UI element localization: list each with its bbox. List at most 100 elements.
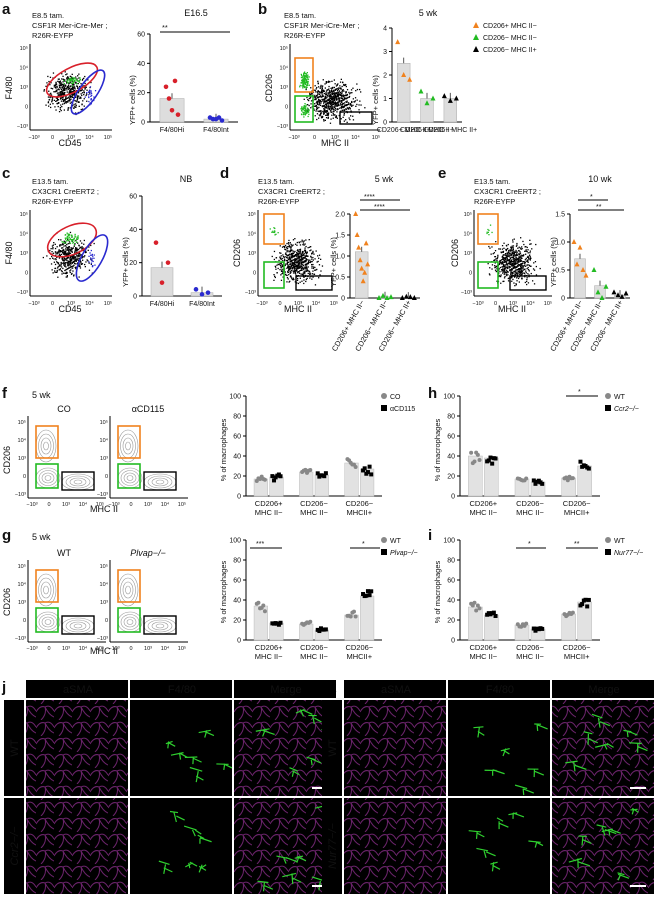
event-dot	[287, 267, 289, 269]
macrophage-stain	[158, 860, 173, 874]
event-dot	[305, 239, 307, 241]
event-dot	[349, 103, 352, 105]
event-dot	[337, 83, 339, 85]
event-dot	[344, 104, 346, 106]
event-dot	[331, 114, 333, 116]
event-dot	[502, 280, 504, 283]
event-dot	[341, 97, 343, 100]
event-dot	[75, 76, 77, 78]
data-point	[477, 457, 482, 462]
event-dot	[314, 269, 316, 271]
y-tick-label: 1.0	[335, 254, 345, 261]
bar	[314, 474, 329, 497]
event-dot	[521, 246, 523, 248]
event-dot	[73, 238, 75, 240]
event-dot	[320, 111, 322, 113]
event-dot	[76, 85, 79, 87]
category-label: F4/80Int	[203, 127, 229, 134]
event-dot	[304, 272, 306, 274]
event-dot	[527, 256, 530, 258]
event-dot	[524, 262, 526, 264]
event-dot	[58, 257, 61, 259]
event-dot	[314, 94, 316, 97]
event-dot	[73, 107, 75, 109]
event-dot	[293, 266, 295, 268]
event-dot	[305, 267, 308, 269]
event-dot	[88, 246, 90, 248]
event-dot	[510, 277, 512, 279]
event-dot	[51, 101, 53, 103]
event-dot	[76, 254, 78, 256]
event-dot	[88, 261, 90, 263]
event-dot	[274, 234, 276, 236]
event-dot	[284, 253, 287, 255]
event-dot	[318, 100, 321, 102]
data-point	[403, 293, 409, 299]
event-dot	[522, 266, 524, 268]
event-dot	[68, 260, 71, 263]
contour-line	[120, 470, 140, 486]
event-dot	[89, 89, 91, 91]
event-dot	[303, 82, 305, 84]
event-dot	[290, 245, 292, 247]
event-dot	[489, 247, 491, 249]
event-dot	[520, 237, 522, 239]
event-dot	[304, 86, 306, 88]
y-tick-label: 2.0	[335, 212, 345, 219]
event-dot	[519, 260, 522, 263]
event-dot	[46, 255, 48, 257]
event-dot	[53, 261, 55, 263]
event-dot	[322, 112, 325, 114]
event-dot	[49, 84, 51, 86]
event-dot	[67, 257, 69, 259]
event-dot	[329, 99, 332, 102]
event-dot	[68, 97, 70, 99]
event-dot	[288, 243, 290, 245]
event-dot	[304, 267, 306, 269]
event-dot	[501, 256, 503, 258]
event-dot	[290, 254, 292, 256]
event-dot	[303, 254, 305, 256]
event-dot	[60, 239, 62, 241]
group-label: CD206+	[255, 499, 283, 508]
event-dot	[296, 258, 298, 260]
legend-g-text-2: Plvap−/−	[390, 550, 418, 557]
event-dot	[282, 259, 284, 262]
event-dot	[59, 254, 61, 256]
event-dot	[72, 81, 74, 83]
f-plot2-title: αCD115	[132, 404, 165, 414]
event-dot	[304, 251, 307, 254]
event-dot	[68, 86, 70, 88]
event-dot	[288, 265, 290, 267]
x-tick-label: 10⁵	[178, 501, 186, 508]
event-dot	[295, 273, 297, 275]
event-dot	[68, 239, 70, 241]
event-dot	[272, 231, 274, 233]
y-tick-label: 40	[447, 598, 455, 605]
event-dot	[494, 269, 497, 271]
event-dot	[50, 87, 52, 89]
y-tick-label: −10³	[15, 636, 26, 642]
event-dot	[510, 268, 513, 270]
event-dot	[67, 246, 69, 249]
event-dot	[503, 254, 505, 256]
event-dot	[356, 103, 358, 106]
event-dot	[520, 256, 522, 258]
muscle-stain	[234, 798, 336, 894]
event-dot	[305, 87, 307, 90]
event-dot	[87, 249, 89, 251]
event-dot	[70, 255, 72, 258]
event-dot	[54, 263, 57, 266]
event-dot	[47, 96, 50, 98]
contour-line	[65, 475, 91, 489]
event-dot	[286, 259, 289, 262]
event-dot	[53, 242, 55, 244]
event-dot	[281, 263, 283, 266]
event-dot	[336, 95, 338, 97]
event-dot	[296, 279, 299, 281]
contour-line	[123, 616, 137, 628]
event-dot	[73, 87, 75, 89]
event-dot	[67, 109, 69, 111]
event-dot	[521, 264, 523, 267]
event-dot	[300, 256, 302, 258]
